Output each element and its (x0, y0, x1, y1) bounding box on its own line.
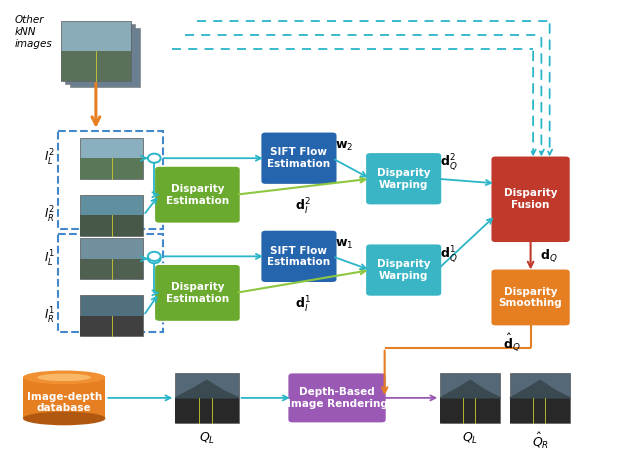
Text: Disparity
Fusion: Disparity Fusion (504, 189, 557, 210)
Bar (80, 259, 144, 279)
Text: Other
kNN
images: Other kNN images (15, 15, 52, 49)
Text: $\mathbf{d}_I^1$: $\mathbf{d}_I^1$ (295, 295, 311, 315)
Bar (80, 238, 144, 279)
Bar (61, 21, 131, 81)
Bar (80, 215, 144, 236)
Bar (510, 373, 570, 423)
Text: $\mathbf{d}_Q$: $\mathbf{d}_Q$ (540, 247, 558, 264)
Polygon shape (510, 380, 570, 398)
Bar (440, 398, 501, 423)
Bar (175, 398, 238, 423)
Text: $I_L^1$: $I_L^1$ (44, 249, 55, 269)
FancyBboxPatch shape (155, 264, 240, 322)
Polygon shape (440, 380, 501, 398)
Bar (58, 131, 163, 229)
Polygon shape (175, 380, 238, 398)
Bar (61, 51, 131, 81)
Bar (80, 138, 144, 179)
FancyBboxPatch shape (261, 132, 337, 185)
Text: Image-depth
database: Image-depth database (27, 392, 102, 413)
FancyBboxPatch shape (287, 372, 387, 423)
Bar (510, 398, 570, 423)
Text: $\hat{Q}_R$: $\hat{Q}_R$ (532, 431, 549, 452)
Ellipse shape (23, 371, 106, 384)
Text: $I_L^2$: $I_L^2$ (44, 148, 55, 168)
Bar (175, 373, 238, 423)
Text: Depth-Based
Image Rendering: Depth-Based Image Rendering (287, 387, 387, 409)
FancyBboxPatch shape (490, 269, 570, 326)
Text: Disparity
Estimation: Disparity Estimation (166, 282, 229, 304)
Ellipse shape (23, 412, 106, 425)
Bar (23, 377, 106, 419)
Text: $\mathbf{w}_2$: $\mathbf{w}_2$ (335, 140, 354, 153)
Text: $I_R^2$: $I_R^2$ (44, 205, 55, 225)
Text: $Q_L$: $Q_L$ (462, 431, 478, 447)
Bar (80, 195, 144, 236)
FancyBboxPatch shape (365, 152, 442, 205)
Text: $\hat{\mathbf{d}}_Q$: $\hat{\mathbf{d}}_Q$ (504, 331, 521, 353)
Text: $\mathbf{w}_1$: $\mathbf{w}_1$ (335, 238, 354, 251)
Bar (80, 158, 144, 179)
FancyBboxPatch shape (155, 166, 240, 224)
FancyBboxPatch shape (365, 244, 442, 296)
Text: SIFT Flow
Estimation: SIFT Flow Estimation (267, 245, 331, 267)
Circle shape (148, 153, 161, 163)
Text: Disparity
Warping: Disparity Warping (377, 168, 431, 190)
Bar (440, 373, 501, 423)
FancyBboxPatch shape (261, 230, 337, 283)
Ellipse shape (38, 374, 91, 381)
Bar (80, 316, 144, 336)
Bar (80, 295, 144, 336)
Text: $\mathbf{d}_Q^2$: $\mathbf{d}_Q^2$ (440, 153, 458, 173)
Text: Disparity
Estimation: Disparity Estimation (166, 184, 229, 206)
Text: $Q_L$: $Q_L$ (199, 431, 215, 447)
Text: $\mathbf{d}_I^2$: $\mathbf{d}_I^2$ (295, 197, 311, 217)
FancyBboxPatch shape (490, 156, 570, 243)
Bar (66, 24, 135, 84)
Circle shape (148, 254, 161, 263)
Text: $I_R^1$: $I_R^1$ (44, 305, 55, 326)
Text: SIFT Flow
Estimation: SIFT Flow Estimation (267, 147, 331, 169)
Text: Disparity
Smoothing: Disparity Smoothing (499, 287, 562, 308)
Text: Disparity
Warping: Disparity Warping (377, 259, 431, 281)
Text: $\mathbf{d}_Q^1$: $\mathbf{d}_Q^1$ (440, 244, 458, 265)
Circle shape (148, 252, 161, 261)
Bar (58, 234, 163, 332)
Bar (70, 27, 140, 87)
